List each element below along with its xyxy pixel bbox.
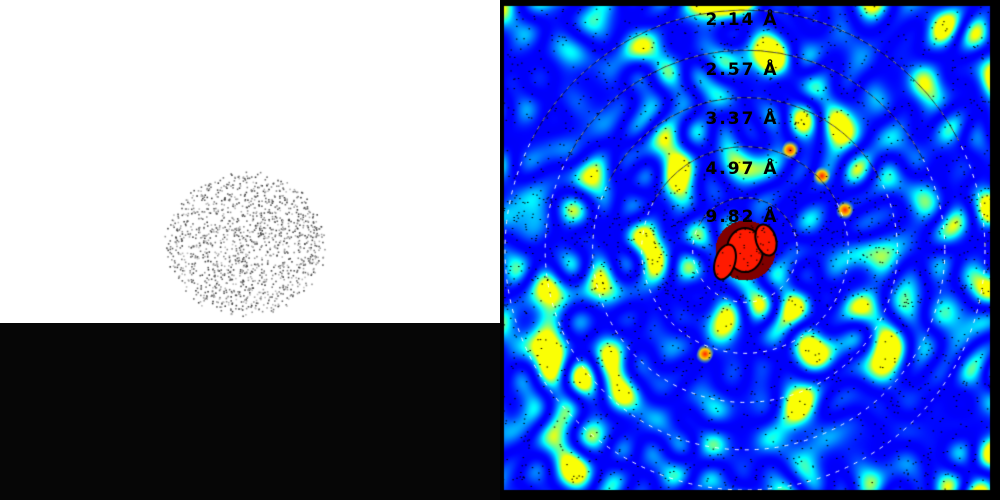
power-spectrum-panel: 2.14 Å 2.57 Å 3.37 Å 4.97 Å 9.82 Å [500,0,1000,500]
particle-scatter [0,0,500,323]
ring-label-3: 3.37 Å [705,109,779,129]
ring-label-4: 4.97 Å [705,159,779,179]
particle-image-panel [0,0,500,500]
ring-label-5: 9.82 Å [705,207,779,227]
empty-black-area [0,323,500,500]
ring-label-1: 2.14 Å [705,10,779,30]
power-spectrum-image [500,0,1000,500]
ring-label-2: 2.57 Å [705,60,779,80]
